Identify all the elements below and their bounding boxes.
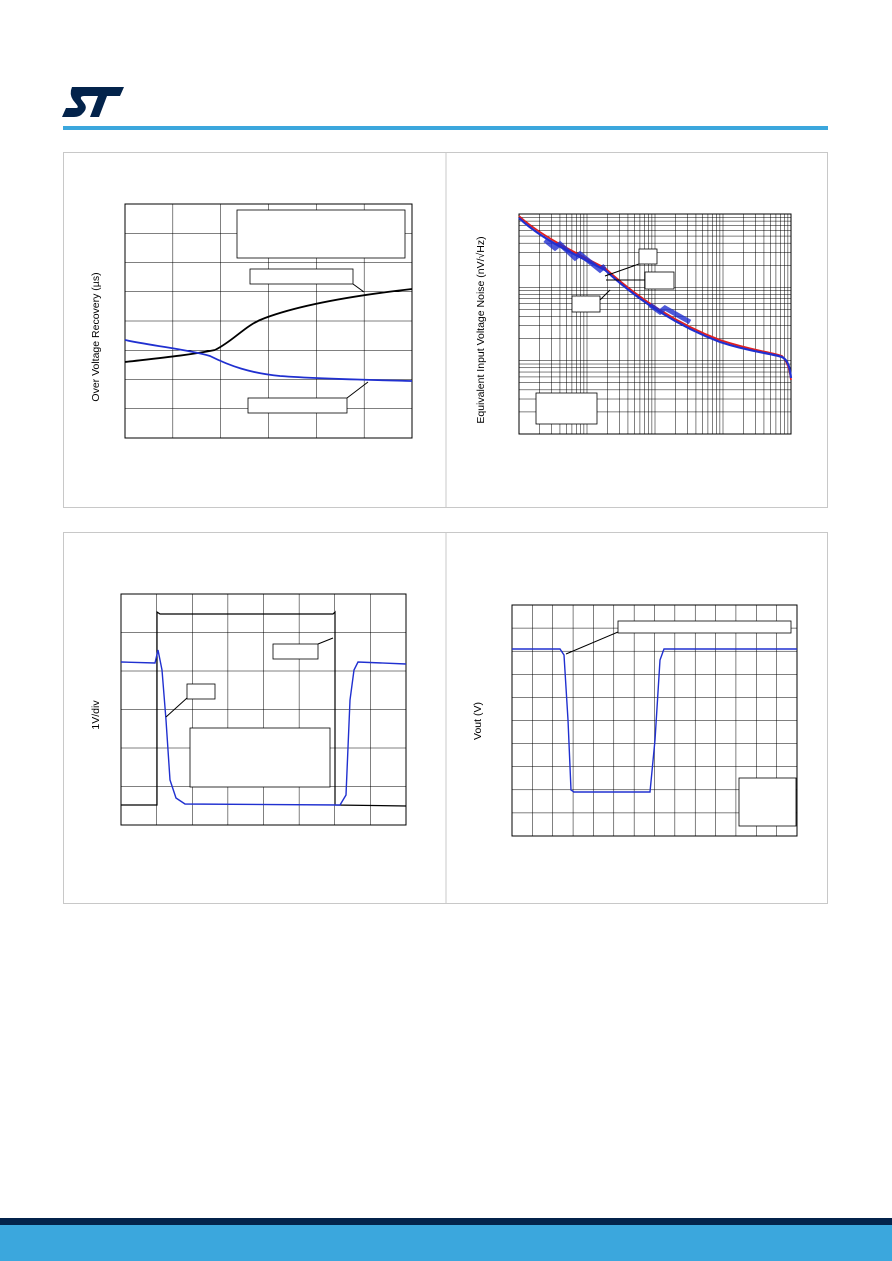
legend-box — [535, 392, 598, 425]
callout-leader — [317, 637, 334, 645]
legend-box — [189, 727, 331, 788]
callout-leader — [604, 263, 640, 277]
legend-box — [236, 209, 406, 259]
curve — [124, 339, 413, 382]
curve — [121, 610, 407, 807]
plot-frame — [518, 213, 792, 435]
callout-leader — [599, 289, 611, 301]
footer-rule — [0, 1218, 892, 1225]
callout-box — [247, 397, 348, 414]
curve — [512, 648, 797, 793]
plot-frame — [511, 604, 798, 837]
y-axis-label: Equivalent Input Voltage Noise (nV/√Hz) — [475, 236, 487, 423]
callout-box — [638, 248, 658, 265]
plot-frame — [124, 203, 413, 439]
callout-leader — [352, 283, 365, 293]
curve-noise — [543, 238, 692, 325]
y-axis-label: 1V/div — [90, 700, 102, 730]
curve — [124, 288, 413, 363]
logo — [62, 87, 124, 117]
header-rule — [63, 126, 828, 130]
callout-leader — [346, 381, 369, 399]
curve — [120, 649, 407, 806]
callout-box — [186, 683, 216, 700]
footer-band — [0, 1225, 892, 1261]
y-axis-label: Over Voltage Recovery (µs) — [90, 272, 102, 401]
callout-box — [571, 295, 601, 313]
callout-box — [617, 620, 792, 634]
legend-box — [738, 777, 797, 827]
callout-leader — [165, 697, 188, 718]
callout-box — [249, 268, 354, 285]
chart-3 — [120, 593, 407, 826]
logo-mark — [62, 87, 124, 117]
callout-leader — [565, 631, 619, 655]
y-axis-label: Vout (V) — [472, 702, 484, 740]
plot-frame — [120, 593, 407, 826]
callout-box — [644, 271, 675, 290]
callout-box — [272, 643, 319, 660]
